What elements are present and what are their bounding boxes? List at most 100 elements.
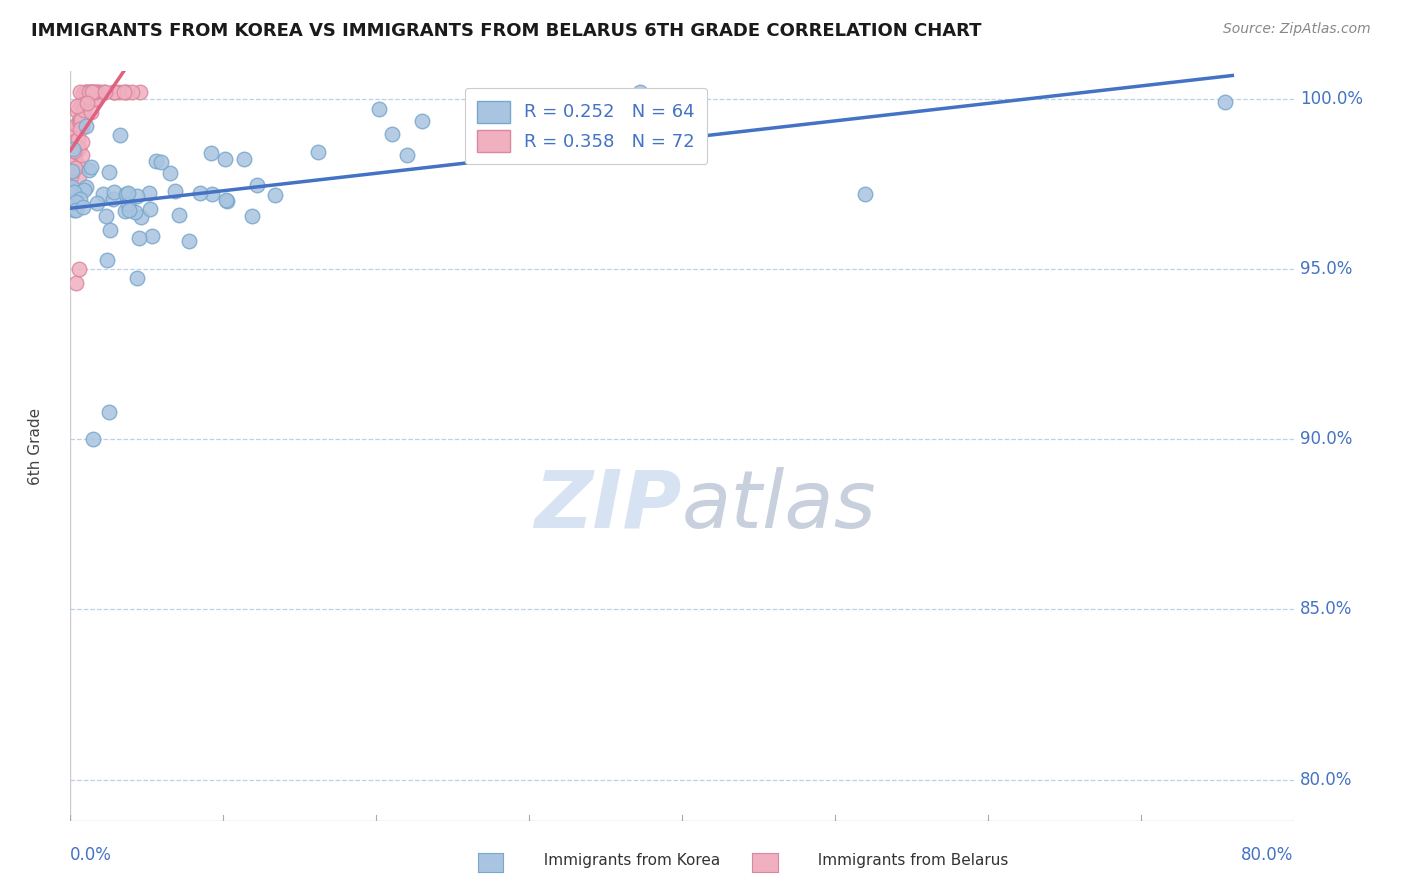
Point xyxy=(75,119,97,133)
Text: 0.0%: 0.0% xyxy=(70,846,112,863)
Point xyxy=(167,208,190,222)
Point xyxy=(63,202,86,217)
Point xyxy=(188,186,211,200)
Point xyxy=(110,128,132,143)
Point xyxy=(103,85,125,99)
Point xyxy=(97,405,120,419)
Point xyxy=(150,154,173,169)
Text: Source: ZipAtlas.com: Source: ZipAtlas.com xyxy=(1223,22,1371,37)
Point xyxy=(60,179,83,194)
Point xyxy=(73,96,96,111)
Point xyxy=(395,147,418,161)
Point xyxy=(214,153,236,167)
Point xyxy=(77,163,100,178)
Point xyxy=(65,276,87,290)
Point xyxy=(63,152,86,166)
Point xyxy=(67,169,90,183)
Point xyxy=(103,85,125,99)
Point xyxy=(200,145,222,160)
Point xyxy=(141,228,163,243)
Point xyxy=(215,193,238,207)
Point xyxy=(62,196,84,211)
Point xyxy=(72,105,94,120)
Point xyxy=(70,135,93,149)
Point xyxy=(60,169,83,184)
Text: 100.0%: 100.0% xyxy=(1299,89,1362,108)
Point xyxy=(63,185,86,199)
Point xyxy=(128,231,150,245)
Point xyxy=(117,186,139,201)
Point xyxy=(73,99,96,113)
Point xyxy=(72,86,94,100)
Point xyxy=(67,160,90,174)
Point xyxy=(70,112,93,126)
Point xyxy=(1213,95,1236,109)
Point xyxy=(72,94,94,108)
Point xyxy=(94,85,117,99)
Point xyxy=(69,85,91,99)
Point xyxy=(83,92,105,106)
Point xyxy=(98,223,121,237)
Point xyxy=(79,85,101,99)
Point xyxy=(145,153,167,168)
Point xyxy=(60,125,83,139)
Point xyxy=(70,115,93,129)
Point xyxy=(103,185,125,199)
Point xyxy=(73,85,96,99)
Point xyxy=(201,186,224,201)
Point xyxy=(69,113,91,128)
Point xyxy=(129,85,152,99)
Text: 80.0%: 80.0% xyxy=(1241,846,1294,863)
Point xyxy=(103,85,125,99)
Point xyxy=(63,161,86,176)
Point xyxy=(65,142,87,156)
Point xyxy=(240,209,263,223)
Point xyxy=(60,194,83,208)
Point xyxy=(108,85,131,99)
Point xyxy=(72,183,94,197)
Point xyxy=(138,202,160,217)
Point xyxy=(79,85,101,99)
Text: IMMIGRANTS FROM KOREA VS IMMIGRANTS FROM BELARUS 6TH GRADE CORRELATION CHART: IMMIGRANTS FROM KOREA VS IMMIGRANTS FROM… xyxy=(31,22,981,40)
Point xyxy=(86,85,108,99)
Text: Immigrants from Belarus: Immigrants from Belarus xyxy=(808,854,1010,868)
Point xyxy=(72,200,94,214)
Text: 85.0%: 85.0% xyxy=(1299,600,1353,618)
Point xyxy=(114,85,136,99)
Text: 90.0%: 90.0% xyxy=(1299,430,1353,448)
Point xyxy=(94,209,117,223)
Point xyxy=(118,203,141,218)
Point xyxy=(114,204,136,219)
Point xyxy=(77,85,100,99)
Point xyxy=(70,147,93,161)
Point xyxy=(131,210,153,224)
Point xyxy=(117,197,139,211)
Point xyxy=(65,194,87,209)
Point xyxy=(62,142,84,156)
Point xyxy=(80,104,103,119)
Point xyxy=(60,163,83,178)
Point xyxy=(69,261,91,276)
Point xyxy=(159,165,181,179)
Point xyxy=(84,92,107,106)
Point xyxy=(264,188,287,202)
Point xyxy=(411,113,433,128)
Point xyxy=(87,85,110,99)
Point xyxy=(117,85,139,99)
Point xyxy=(80,85,103,99)
Point xyxy=(75,85,97,99)
Point xyxy=(93,85,115,99)
Point xyxy=(76,85,98,99)
Point xyxy=(307,145,329,160)
Point xyxy=(60,195,83,210)
Point xyxy=(125,189,148,203)
Point xyxy=(67,114,90,128)
Text: Immigrants from Korea: Immigrants from Korea xyxy=(534,854,720,868)
Text: 6th Grade: 6th Grade xyxy=(28,408,44,484)
Point xyxy=(83,85,105,99)
Point xyxy=(86,196,108,211)
Point xyxy=(215,194,238,208)
Point xyxy=(468,120,491,134)
Point xyxy=(70,120,93,134)
Point xyxy=(63,161,86,176)
